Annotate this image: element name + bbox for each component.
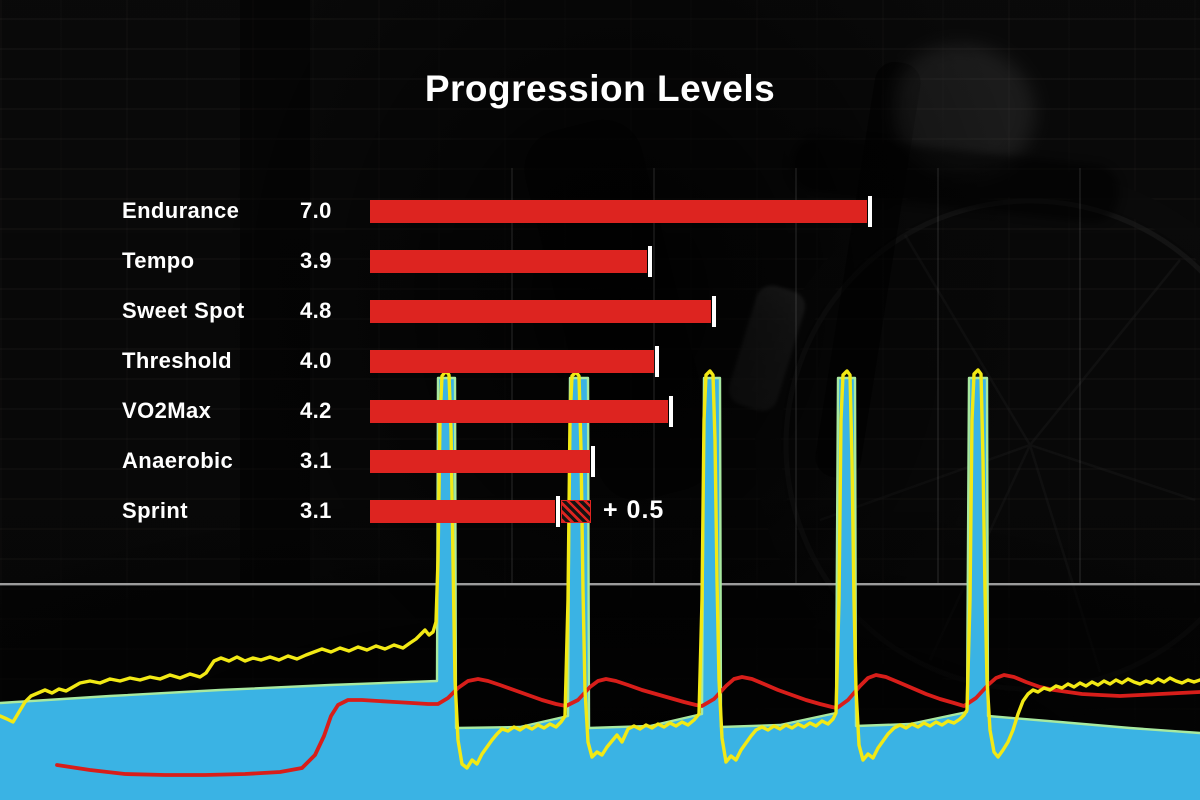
level-label: Tempo: [122, 248, 195, 273]
level-bar: [370, 300, 711, 323]
level-end-tick: [669, 396, 673, 427]
level-value: 3.1: [300, 448, 332, 473]
level-label: Threshold: [122, 348, 232, 373]
actual-power-line: [0, 368, 1200, 770]
level-bar: [370, 250, 647, 273]
level-label: Endurance: [122, 198, 240, 223]
level-gain-label: + 0.5: [603, 496, 665, 524]
target-power-edge: [0, 376, 1200, 735]
level-label: Anaerobic: [122, 448, 234, 473]
level-label: VO2Max: [122, 398, 212, 423]
level-end-tick: [655, 346, 659, 377]
level-gain-hatch: [561, 500, 591, 523]
divider-line: [0, 583, 1200, 586]
level-label: Sprint: [122, 498, 188, 523]
level-label: Sweet Spot: [122, 298, 245, 323]
level-value: 3.1: [300, 498, 332, 523]
target-power-area: [0, 378, 1200, 800]
level-value: 7.0: [300, 198, 332, 223]
level-value: 4.8: [300, 298, 332, 323]
level-end-tick: [868, 196, 872, 227]
level-bar: [370, 200, 867, 223]
level-bar: [370, 350, 654, 373]
level-end-tick: [712, 296, 716, 327]
page-title: Progression Levels: [424, 68, 776, 109]
level-value: 3.9: [300, 248, 332, 273]
level-end-tick: [591, 446, 595, 477]
level-end-tick: [556, 496, 560, 527]
level-bar: [370, 400, 668, 423]
level-end-tick: [648, 246, 652, 277]
heart-rate-line: [55, 673, 1200, 777]
level-value: 4.2: [300, 398, 332, 423]
level-value: 4.0: [300, 348, 332, 373]
level-bar: [370, 500, 555, 523]
level-bar: [370, 450, 590, 473]
